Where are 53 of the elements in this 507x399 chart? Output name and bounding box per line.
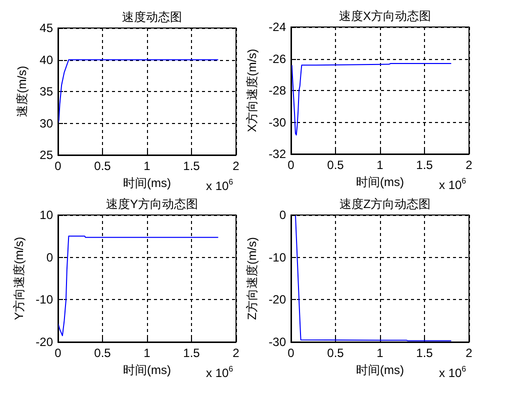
chart-title: 速度X方向动态图 <box>338 9 432 23</box>
y-tick-label: 35 <box>40 84 54 98</box>
x-axis-title: 时间(ms) <box>123 362 171 377</box>
chart-title: 速度动态图 <box>122 10 182 24</box>
y-tick-label: -30 <box>268 115 286 130</box>
x-axis-title: 时间(ms) <box>356 174 404 189</box>
x-tick-label: 0.5 <box>327 346 344 360</box>
line-series <box>291 63 452 136</box>
y-tick-label: -10 <box>268 250 286 264</box>
x-tick-label: 2 <box>466 346 473 360</box>
y-tick-label: -30 <box>268 335 286 349</box>
chart-title: 速度Z方向动态图 <box>339 197 431 211</box>
y-axis-title: X方向速度(m/s) <box>244 48 259 132</box>
y-tick-label: -24 <box>268 20 286 34</box>
x-tick-label: 0 <box>288 346 295 360</box>
line-series <box>58 236 219 336</box>
x-tick-label: 1.5 <box>416 346 434 360</box>
y-axis-title: Y方向速度(m/s) <box>12 236 26 320</box>
y-tick-label: -26 <box>268 52 286 66</box>
x-tick-label: 1.5 <box>416 158 434 172</box>
y-tick-label: -20 <box>36 335 54 349</box>
x-axis-title: 时间(ms) <box>123 176 171 190</box>
x-tick-label: 0.5 <box>94 159 112 173</box>
x-tick-label: 0.5 <box>327 158 344 172</box>
x-tick-label: 1 <box>144 346 151 360</box>
y-axis-title: Z方向速度(m/s) <box>244 237 259 320</box>
x-tick-label: 2 <box>232 346 240 360</box>
y-tick-label: 0 <box>46 250 54 264</box>
y-tick-label: -20 <box>268 292 286 307</box>
chart-title: 速度Y方向动态图 <box>106 197 198 211</box>
x-tick-label: 0 <box>54 159 62 173</box>
x-tick-label: 2 <box>466 158 473 172</box>
y-axis-title: 速度(m/s) <box>15 66 29 118</box>
y-tick-label: -28 <box>268 84 286 98</box>
x-tick-label: 1.5 <box>183 159 200 173</box>
x-tick-label: 1 <box>376 346 384 360</box>
y-tick-label: -32 <box>268 147 286 161</box>
x-axis-title: 时间(ms) <box>356 362 404 377</box>
x-tick-label: 0 <box>288 158 295 172</box>
y-tick-label: 40 <box>40 52 54 67</box>
x-tick-label: 1 <box>376 158 384 172</box>
x-tick-label: 0.5 <box>94 346 112 360</box>
y-tick-label: 10 <box>40 208 54 222</box>
line-series <box>58 59 219 124</box>
y-tick-label: 45 <box>40 21 54 35</box>
x-tick-label: 1.5 <box>183 346 200 360</box>
y-tick-label: -10 <box>36 292 54 307</box>
y-tick-label: 30 <box>40 116 54 130</box>
x-tick-label: 1 <box>144 159 151 173</box>
y-tick-label: 25 <box>40 148 54 162</box>
x-tick-label: 0 <box>54 346 62 360</box>
x-tick-label: 2 <box>232 159 240 173</box>
y-tick-label: 0 <box>279 208 286 222</box>
